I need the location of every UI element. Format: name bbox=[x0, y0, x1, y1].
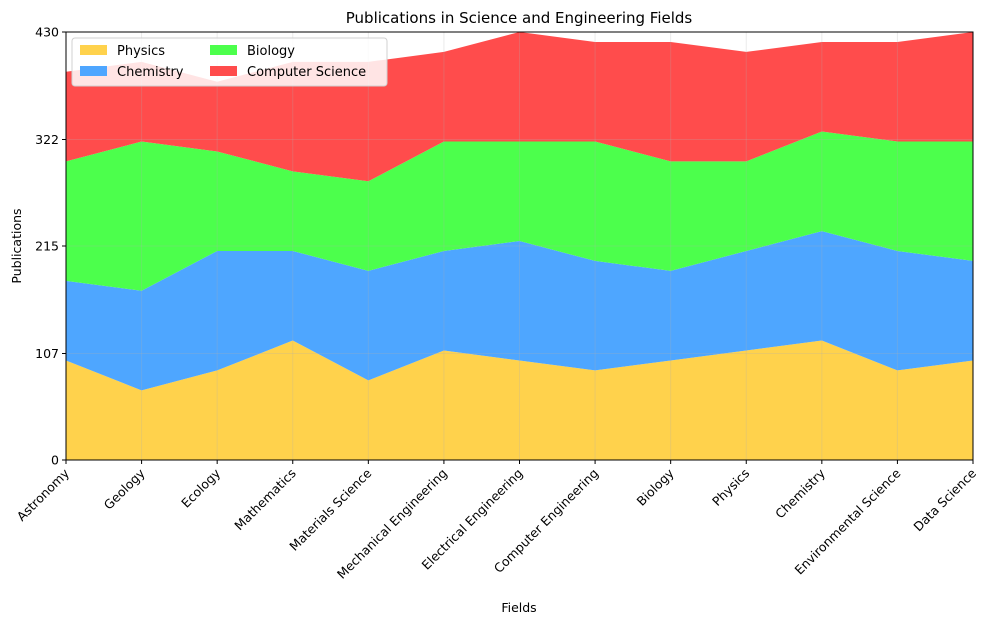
x-tick-label: Geology bbox=[101, 465, 148, 512]
legend-swatch bbox=[80, 66, 107, 76]
y-tick-label: 0 bbox=[51, 453, 59, 468]
y-tick-label: 322 bbox=[35, 132, 59, 147]
legend-box bbox=[71, 37, 388, 87]
legend: Physics Chemistry Biology Computer Science bbox=[71, 37, 388, 87]
y-tick-label: 430 bbox=[35, 25, 59, 40]
y-tick-label: 107 bbox=[35, 346, 59, 361]
legend-label: Biology bbox=[247, 44, 295, 59]
chart-title: Publications in Science and Engineering … bbox=[346, 9, 693, 27]
legend-label: Computer Science bbox=[247, 65, 366, 80]
y-tick-label: 215 bbox=[35, 239, 59, 254]
legend-label: Chemistry bbox=[117, 65, 184, 80]
area-biology bbox=[66, 131, 973, 291]
area-physics bbox=[66, 340, 973, 460]
legend-swatch bbox=[80, 45, 107, 55]
x-axis-label: Fields bbox=[501, 600, 536, 615]
legend-swatch bbox=[210, 66, 237, 76]
x-tick-label: Materials Science bbox=[286, 465, 374, 553]
legend-label: Physics bbox=[117, 44, 165, 59]
legend-swatch bbox=[210, 45, 237, 55]
y-axis: 0 107 215 322 430 bbox=[35, 25, 66, 468]
x-tick-label: Astronomy bbox=[14, 465, 73, 524]
x-tick-label: Data Science bbox=[910, 465, 979, 534]
x-tick-label: Physics bbox=[709, 466, 752, 509]
y-axis-label: Publications bbox=[9, 208, 24, 283]
x-tick-label: Mathematics bbox=[231, 466, 299, 534]
area-chemistry bbox=[66, 231, 973, 391]
x-tick-label: Chemistry bbox=[772, 465, 828, 521]
x-tick-label: Biology bbox=[634, 465, 678, 509]
x-tick-label: Ecology bbox=[178, 465, 224, 511]
x-axis: Astronomy Geology Ecology MathematicsMateri… bbox=[14, 460, 979, 582]
